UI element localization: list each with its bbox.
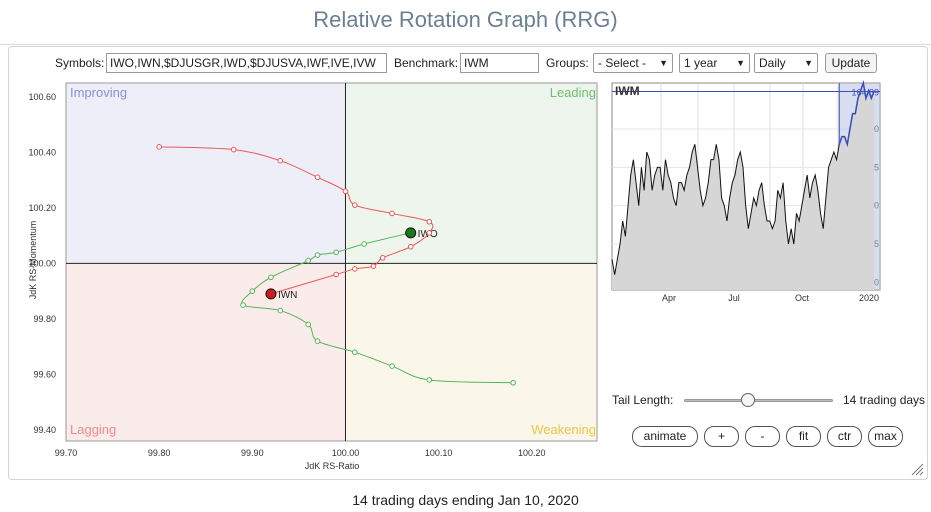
chevron-down-icon: ▼ [659,58,668,68]
chevron-down-icon: ▼ [804,58,813,68]
benchmark-label: Benchmark: [394,56,459,70]
rrg-panel [8,46,928,480]
footer-caption: 14 trading days ending Jan 10, 2020 [352,492,579,508]
frequency-select-value: Daily [759,56,786,70]
update-button[interactable]: Update [825,53,877,73]
groups-label: Groups: [546,56,589,70]
groups-select-value: - Select - [598,56,647,70]
max-button[interactable]: max [868,426,903,447]
center-button[interactable]: ctr [827,426,862,447]
period-select-value: 1 year [684,56,718,70]
zoom-in-button[interactable]: + [704,426,739,447]
zoom-out-button[interactable]: - [745,426,780,447]
tail-length-slider[interactable] [684,399,833,402]
chevron-down-icon: ▼ [736,58,745,68]
benchmark-input[interactable]: IWM [460,53,539,73]
page-title: Relative Rotation Graph (RRG) [313,7,618,32]
fit-button[interactable]: fit [786,426,821,447]
groups-select[interactable]: - Select - ▼ [593,53,673,73]
tail-length-value: 14 trading days [843,393,926,407]
tail-length-label: Tail Length: [612,393,674,407]
period-select[interactable]: 1 year ▼ [679,53,750,73]
tail-length-slider-handle[interactable] [741,393,756,407]
resize-grip-icon[interactable] [910,462,924,476]
animate-button[interactable]: animate [632,426,698,447]
frequency-select[interactable]: Daily ▼ [754,53,818,73]
title-divider [0,44,931,45]
symbols-input[interactable]: IWO,IWN,$DJUSGR,IWD,$DJUSVA,IWF,IVE,IVW [106,53,387,73]
symbols-label: Symbols: [55,56,105,70]
